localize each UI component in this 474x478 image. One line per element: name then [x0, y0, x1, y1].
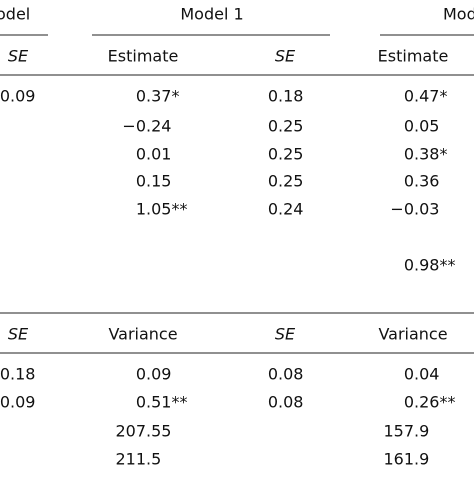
cell: 0.24	[268, 200, 304, 219]
column-header: Variance	[108, 325, 177, 344]
cell: 1.05**	[136, 200, 188, 219]
cell: −0.03	[390, 200, 439, 219]
column-header: SE	[8, 325, 29, 344]
cell: 0.36	[404, 172, 440, 191]
cell: 0.09	[0, 393, 35, 412]
cell: 0.05	[404, 117, 440, 136]
cell: 0.08	[268, 393, 304, 412]
group-header: odel	[0, 5, 30, 24]
column-header: Estimate	[108, 47, 179, 66]
cell: 211.5	[115, 450, 161, 469]
cell: 0.15	[136, 172, 172, 191]
group-header: Model 1	[180, 5, 243, 24]
cell: 0.25	[268, 172, 304, 191]
cell: 0.18	[0, 365, 35, 384]
cell: 0.47*	[404, 87, 448, 106]
cell: 0.25	[268, 117, 304, 136]
cell: 0.04	[404, 365, 440, 384]
cell: 0.09	[0, 87, 35, 106]
cell: 0.26**	[404, 393, 456, 412]
column-header: Variance	[378, 325, 447, 344]
cell: 161.9	[383, 450, 429, 469]
cell: 0.08	[268, 365, 304, 384]
cell: 157.9	[383, 422, 429, 441]
cell: 207.55	[115, 422, 171, 441]
column-header: SE	[8, 47, 29, 66]
cell: 0.09	[136, 365, 172, 384]
cell: 0.98**	[404, 256, 456, 275]
cell: 0.51**	[136, 393, 188, 412]
cell: 0.38*	[404, 145, 448, 164]
cell: 0.37*	[136, 87, 180, 106]
column-header: SE	[275, 325, 296, 344]
cell: −0.24	[122, 117, 171, 136]
column-header: SE	[275, 47, 296, 66]
column-header: Estimate	[378, 47, 449, 66]
cell: 0.01	[136, 145, 172, 164]
cell: 0.18	[268, 87, 304, 106]
group-header: Mod	[443, 5, 474, 24]
cell: 0.25	[268, 145, 304, 164]
